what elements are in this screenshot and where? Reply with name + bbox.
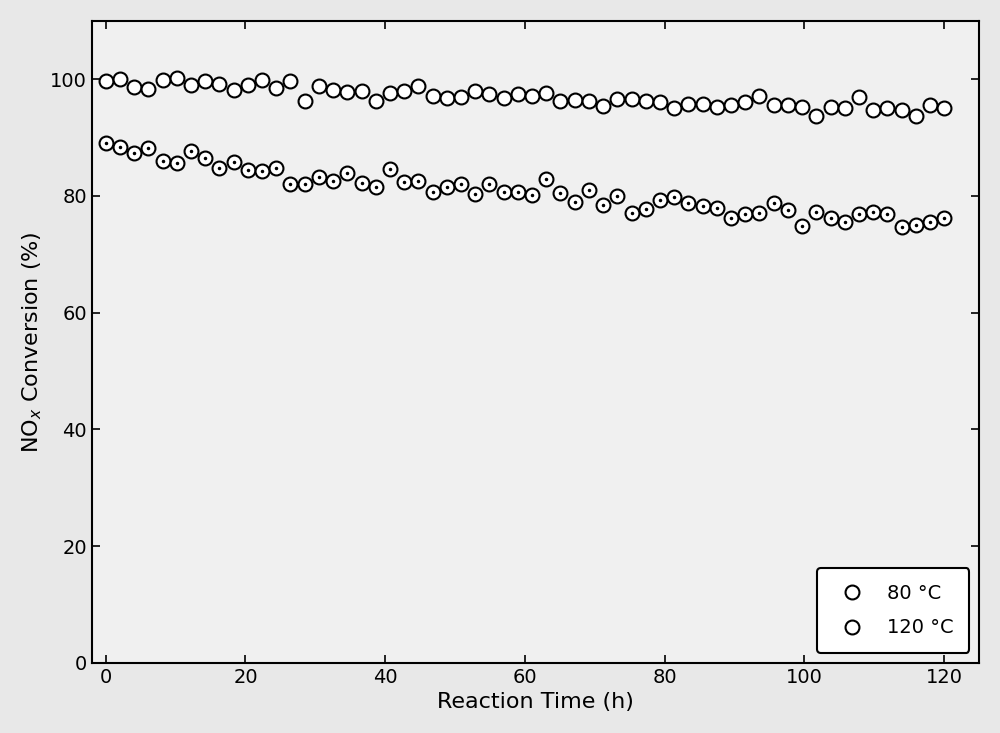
120 °C — [171, 74, 183, 83]
80 °C — [313, 172, 325, 181]
80 °C — [384, 164, 396, 173]
120 °C — [356, 86, 368, 95]
120 °C — [384, 89, 396, 97]
80 °C — [370, 183, 382, 192]
Line: 120 °C: 120 °C — [99, 71, 951, 122]
120 °C — [327, 85, 339, 94]
80 °C — [341, 169, 353, 177]
120 °C — [256, 76, 268, 85]
120 °C — [938, 103, 950, 112]
Line: 80 °C: 80 °C — [99, 136, 951, 235]
120 °C — [640, 97, 652, 106]
80 °C — [896, 223, 908, 232]
80 °C — [938, 214, 950, 223]
120 °C — [100, 77, 112, 86]
Y-axis label: NO$_x$ Conversion (%): NO$_x$ Conversion (%) — [21, 231, 44, 452]
120 °C — [398, 86, 410, 95]
X-axis label: Reaction Time (h): Reaction Time (h) — [437, 692, 634, 712]
80 °C — [242, 166, 254, 174]
Legend: 80 °C, 120 °C: 80 °C, 120 °C — [817, 568, 969, 653]
120 °C — [810, 111, 822, 120]
80 °C — [100, 139, 112, 147]
80 °C — [626, 208, 638, 217]
